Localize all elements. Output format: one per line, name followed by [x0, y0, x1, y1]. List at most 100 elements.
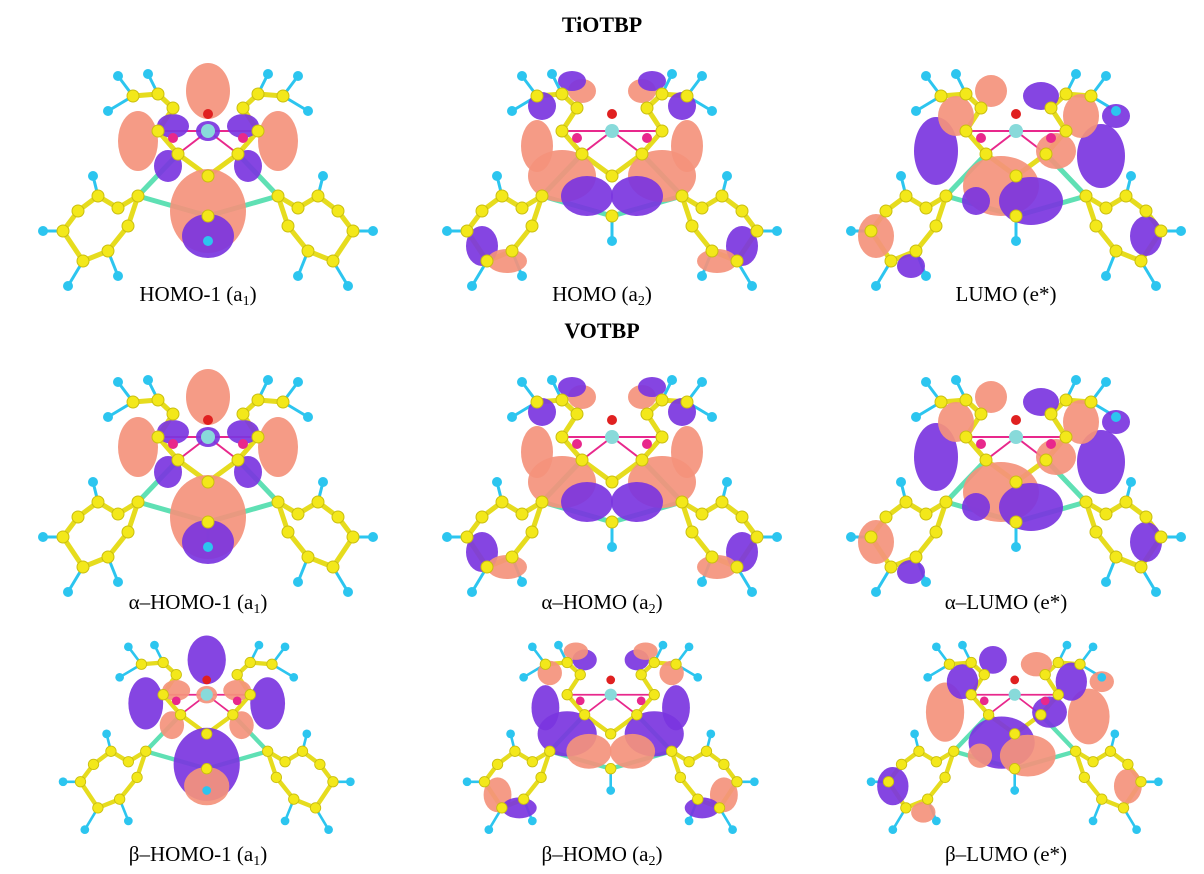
carbon-atom [1009, 169, 1023, 183]
negative-lobe [227, 114, 259, 138]
negative-lobe [897, 560, 925, 584]
caption-votbp-alpha-homo: α–HOMO (a2) [541, 590, 663, 617]
orbital-name: α–LUMO [944, 590, 1029, 614]
oxygen-atom [607, 415, 617, 425]
carbon-atom [515, 507, 529, 521]
carbon-atom [1035, 709, 1047, 721]
hydrogen-atom [747, 587, 757, 597]
hydrogen-atom [1126, 171, 1136, 181]
carbon-atom [974, 101, 988, 115]
carbon-atom [1009, 763, 1021, 775]
hydrogen-atom [871, 281, 881, 291]
carbon-atom [974, 407, 988, 421]
positive-lobe [118, 111, 158, 171]
hydrogen-atom [519, 672, 528, 682]
carbon-atom [535, 495, 549, 509]
hydrogen-atom [492, 171, 502, 181]
carbon-atom [929, 219, 943, 233]
carbon-atom [864, 224, 878, 238]
carbon-atom [909, 550, 923, 564]
positive-lobe [1067, 688, 1110, 745]
carbon-atom [680, 395, 694, 409]
nitrogen-atom [1040, 696, 1050, 706]
hydrogen-atom [124, 642, 133, 652]
symmetry-label: e* [1040, 842, 1061, 866]
carbon-atom [157, 689, 169, 701]
closing-paren: ) [655, 590, 663, 614]
hydrogen-atom [1176, 226, 1186, 236]
carbon-atom [640, 407, 654, 421]
caption-votbp-beta-lumo: β–LUMO (e*) [944, 842, 1068, 866]
hydrogen-atom [951, 69, 961, 79]
carbon-atom [574, 669, 586, 681]
carbon-atom [101, 550, 115, 564]
orbital-plot [38, 369, 378, 597]
hydrogen-atom [1126, 477, 1136, 487]
carbon-atom [685, 219, 699, 233]
carbon-atom [1039, 147, 1053, 161]
negative-lobe [999, 483, 1063, 531]
closing-paren: ) [1049, 282, 1057, 306]
carbon-atom [1154, 224, 1168, 238]
carbon-atom [635, 669, 647, 681]
oxygen-atom [606, 675, 616, 685]
hydrogen-atom [38, 532, 48, 542]
hydrogen-atom [103, 412, 113, 422]
hydrogen-atom [932, 642, 941, 652]
carbon-atom [575, 453, 589, 467]
carbon-atom [965, 656, 977, 669]
hydrogen-atom [203, 542, 213, 552]
hydrogen-atom [280, 642, 290, 652]
positive-lobe [609, 733, 656, 769]
metal-atom [201, 124, 215, 138]
symmetry-subscript: 2 [637, 294, 645, 309]
carbon-atom [718, 758, 730, 771]
carbon-atom [1052, 689, 1064, 701]
carbon-atom [648, 656, 660, 669]
section-title-votbp: VOTBP [564, 318, 640, 343]
hydrogen-atom [1011, 542, 1021, 552]
carbon-atom [301, 550, 315, 564]
hydrogen-atom [728, 825, 737, 834]
carbon-atom [631, 709, 643, 721]
hydrogen-atom [1071, 375, 1081, 385]
hydrogen-atom [143, 375, 153, 385]
carbon-atom [882, 776, 895, 788]
negative-lobe [1130, 216, 1162, 256]
negative-lobe [914, 117, 958, 185]
carbon-atom [480, 560, 494, 574]
carbon-atom [934, 89, 948, 103]
orbital-name: HOMO-1 [139, 282, 222, 306]
carbon-atom [279, 756, 291, 768]
carbon-atom [291, 507, 305, 521]
carbon-atom [605, 515, 619, 529]
carbon-atom [919, 507, 933, 521]
carbon-atom [979, 147, 993, 161]
panel-tiotbp-homo [412, 36, 792, 291]
hydrogen-atom [547, 375, 557, 385]
oxygen-atom [202, 675, 212, 685]
carbon-atom [105, 745, 117, 757]
orbital-plot [38, 63, 378, 291]
hydrogen-atom [507, 412, 517, 422]
carbon-atom [231, 669, 243, 681]
carbon-atom [91, 495, 105, 509]
hydrogen-atom [528, 642, 537, 652]
carbon-atom [309, 802, 322, 814]
hydrogen-atom [80, 825, 90, 834]
closing-paren: ) [655, 842, 663, 866]
carbon-atom [491, 758, 504, 771]
carbon-atom [1109, 550, 1123, 564]
carbon-atom [1109, 244, 1123, 258]
hydrogen-atom [747, 281, 757, 291]
carbon-atom [605, 209, 619, 223]
carbon-atom [236, 407, 250, 421]
carbon-atom [276, 89, 290, 103]
carbon-atom [201, 209, 215, 223]
hydrogen-atom [88, 171, 98, 181]
hydrogen-atom [346, 777, 355, 787]
carbon-atom [605, 763, 617, 775]
carbon-atom [675, 189, 689, 203]
carbon-atom [244, 656, 256, 669]
negative-lobe [157, 114, 189, 138]
